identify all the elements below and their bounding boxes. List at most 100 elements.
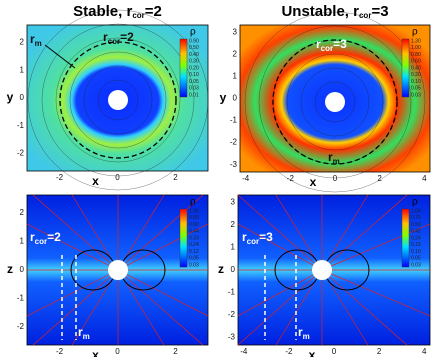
x-axis-label: x bbox=[310, 175, 317, 189]
colorbar-tick: 0.60 bbox=[189, 222, 199, 228]
y-tick-label: 1 bbox=[20, 237, 25, 246]
colorbar-tick: 0.03 bbox=[189, 86, 199, 92]
colorbar-tick: 1.30 bbox=[189, 208, 199, 214]
y-tick-label: -2 bbox=[228, 310, 236, 319]
y-tick-label: -3 bbox=[228, 333, 236, 342]
annotation-main: r bbox=[298, 325, 303, 339]
colorbar-tick: 0.03 bbox=[411, 262, 421, 268]
field-line bbox=[237, 269, 323, 317]
colorbar-tick: 0.24 bbox=[189, 242, 199, 248]
y-tick-label: 0 bbox=[233, 94, 238, 103]
contour bbox=[286, 53, 384, 151]
contour bbox=[258, 25, 412, 179]
field-line bbox=[237, 194, 323, 271]
arrow bbox=[44, 44, 76, 69]
x-tick-label: 4 bbox=[422, 347, 427, 356]
colorbar-tick: 1.04 bbox=[411, 208, 421, 214]
colorbar-tick: 0.05 bbox=[411, 86, 421, 92]
colorbar-tick: 0.75 bbox=[411, 215, 421, 221]
colorbar-tick: 0.44 bbox=[189, 229, 199, 235]
y-tick-label: -2 bbox=[17, 149, 25, 158]
x-tick-label: 4 bbox=[422, 174, 427, 183]
annotation: rcor=3 bbox=[316, 37, 347, 53]
annotation: rm bbox=[298, 325, 310, 341]
colorbar-tick: 0.05 bbox=[411, 256, 421, 262]
annotation-main: r bbox=[78, 325, 83, 339]
annotation-sub: cor bbox=[35, 237, 47, 246]
field-line bbox=[117, 194, 204, 271]
contour bbox=[55, 37, 181, 163]
annotation-main: r bbox=[242, 230, 247, 244]
colorbar-label: ρ bbox=[412, 27, 418, 38]
star bbox=[312, 260, 332, 280]
colorbar-tick: 0.05 bbox=[189, 79, 199, 85]
x-tick-label: -2 bbox=[287, 174, 295, 183]
colorbar-label: ρ bbox=[190, 27, 196, 38]
annotation-sub: m bbox=[303, 332, 310, 341]
colorbar-tick: 0.10 bbox=[411, 249, 421, 255]
x-tick-label: -4 bbox=[240, 347, 248, 356]
y-tick-label: -2 bbox=[230, 138, 238, 147]
field-line bbox=[117, 269, 209, 317]
field-line bbox=[321, 194, 408, 271]
colorbar-tick: 0.40 bbox=[189, 52, 199, 58]
field-line bbox=[321, 223, 431, 271]
y-axis-label: z bbox=[218, 262, 224, 276]
annotation-sub: m bbox=[333, 157, 340, 166]
colorbar-tick: 0.10 bbox=[189, 72, 199, 78]
y-tick-label: 2 bbox=[20, 208, 25, 217]
field-line bbox=[237, 223, 323, 271]
x-axis-label: x bbox=[92, 174, 99, 188]
colorbar-tick: 1.30 bbox=[411, 38, 421, 44]
y-tick-label: 3 bbox=[233, 27, 238, 36]
field-line bbox=[117, 269, 204, 346]
colorbar-tick: 0.03 bbox=[411, 92, 421, 98]
y-tick-label: 1 bbox=[233, 72, 238, 81]
colorbar-tick: 0.40 bbox=[411, 65, 421, 71]
colorbar bbox=[401, 38, 410, 98]
annotation-main: r bbox=[30, 230, 35, 244]
y-tick-label: 2 bbox=[233, 50, 238, 59]
colorbar-tick: 0.10 bbox=[411, 79, 421, 85]
star bbox=[108, 260, 128, 280]
annotation-sub: cor bbox=[108, 37, 120, 46]
contour bbox=[300, 67, 370, 137]
annotation-main: r bbox=[316, 37, 321, 51]
colorbar-tick: 0.80 bbox=[189, 215, 199, 221]
colorbar-tick: 0.30 bbox=[189, 59, 199, 65]
contour bbox=[244, 11, 426, 193]
x-tick-label: 0 bbox=[115, 347, 120, 356]
colorbar-tick: 0.50 bbox=[189, 45, 199, 51]
contour bbox=[69, 51, 167, 149]
y-tick-label: 2 bbox=[231, 220, 236, 229]
field-line bbox=[117, 223, 209, 271]
y-tick-label: 1 bbox=[231, 243, 236, 252]
panel-title: Unstable, rcor=3 bbox=[281, 3, 388, 20]
colorbar bbox=[179, 208, 188, 268]
annotation-sub: m bbox=[35, 39, 42, 48]
panel-title-suffix: =3 bbox=[371, 3, 388, 20]
panel-title-suffix: =2 bbox=[145, 3, 162, 20]
annotation-sub: cor bbox=[247, 237, 259, 246]
corotation-circle bbox=[272, 39, 398, 165]
x-axis-label: x bbox=[309, 348, 316, 357]
annotation-suffix: =3 bbox=[259, 230, 273, 244]
colorbar-tick: 0.90 bbox=[189, 38, 199, 44]
contour bbox=[83, 65, 153, 135]
star bbox=[108, 90, 128, 110]
field-line bbox=[321, 269, 431, 317]
x-tick-label: -2 bbox=[56, 173, 64, 182]
x-tick-label: -2 bbox=[56, 347, 64, 356]
field-line bbox=[237, 269, 323, 346]
y-tick-label: 1 bbox=[20, 65, 25, 74]
contour bbox=[97, 79, 139, 121]
colorbar-tick: 0.03 bbox=[189, 262, 199, 268]
panel-title-main: Unstable, r bbox=[281, 3, 359, 20]
x-tick-label: 2 bbox=[173, 347, 178, 356]
colorbar-tick: 0.01 bbox=[189, 92, 199, 98]
colorbar-tick: 0.80 bbox=[411, 52, 421, 58]
x-tick-label: -2 bbox=[285, 347, 293, 356]
x-tick-label: 0 bbox=[333, 174, 338, 183]
colorbar bbox=[179, 38, 188, 98]
